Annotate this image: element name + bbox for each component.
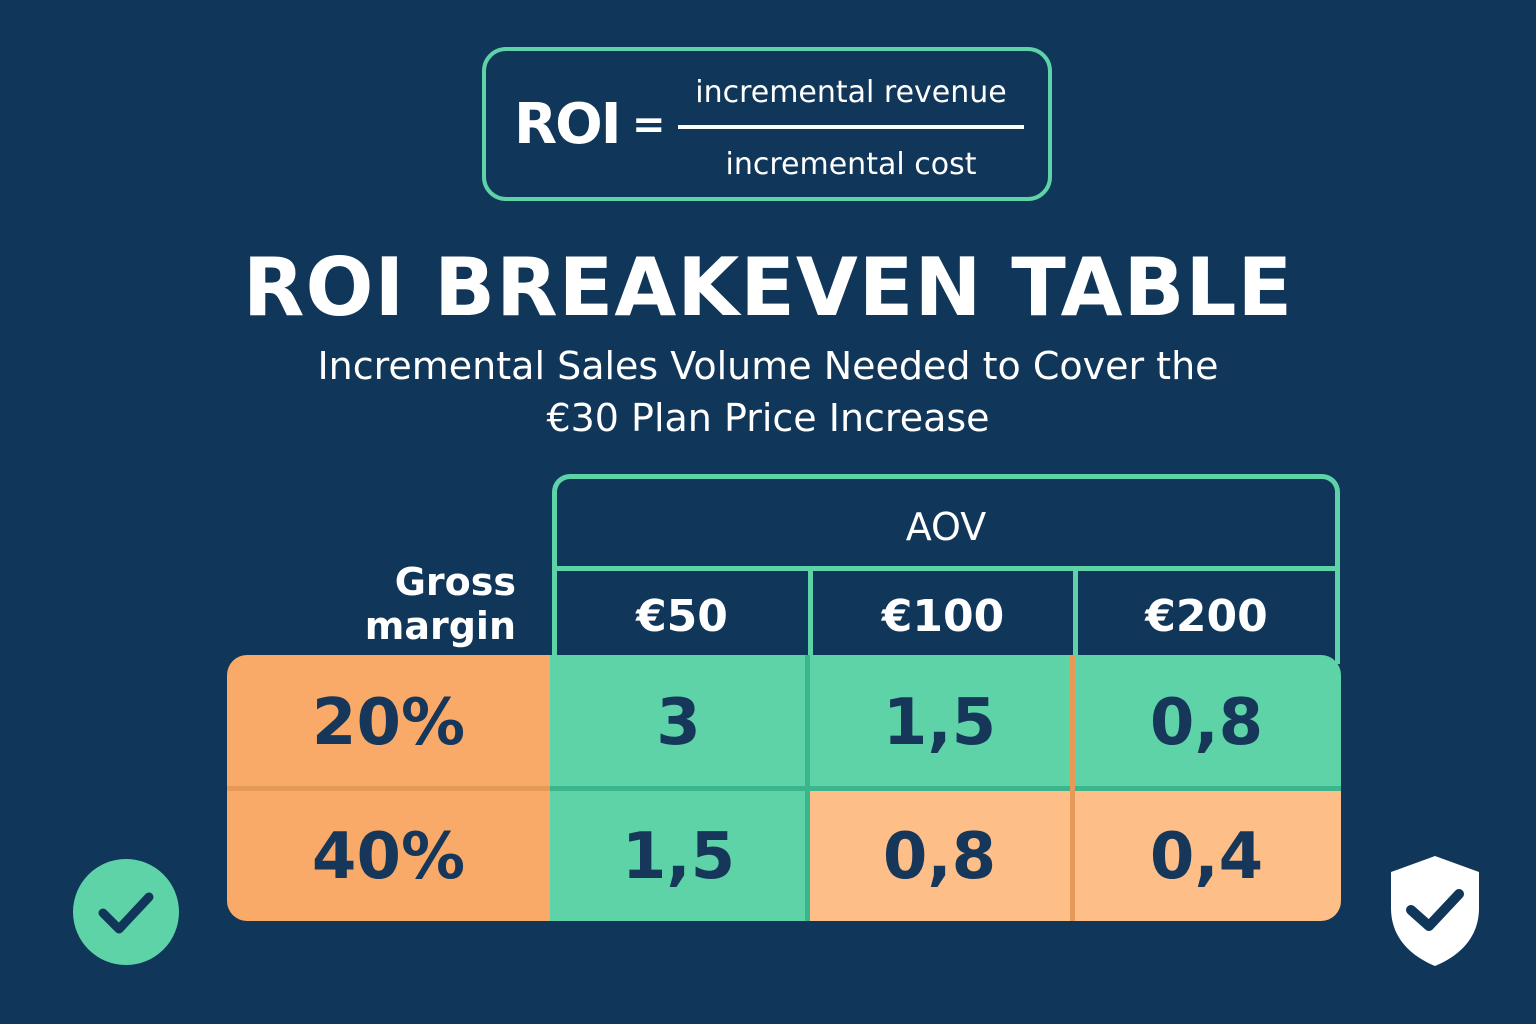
shield-check-icon	[1387, 852, 1483, 974]
gross-margin-label-line: margin	[364, 604, 516, 648]
formula-equals: =	[632, 102, 666, 148]
check-circle-icon	[73, 859, 179, 965]
subtitle-line-1: Incremental Sales Volume Needed to Cover…	[317, 344, 1219, 388]
cell-40-200: 0,4	[1072, 791, 1341, 921]
page-subtitle: Incremental Sales Volume Needed to Cover…	[240, 340, 1296, 444]
row-divider-margin	[227, 786, 550, 791]
aov-header: AOV €50 €100 €200	[552, 474, 1340, 664]
subtitle-line-2: €30 Plan Price Increase	[546, 396, 990, 440]
roi-formula-box: ROI = incremental revenue incremental co…	[482, 47, 1052, 201]
cell-20-100: 1,5	[807, 655, 1072, 786]
formula-lhs: ROI	[514, 92, 622, 157]
cell-40-50: 1,5	[550, 791, 807, 921]
column-header-50: €50	[636, 591, 728, 642]
formula-numerator: incremental revenue	[695, 75, 1007, 110]
row-label-40: 40%	[227, 791, 550, 921]
fraction-bar	[678, 125, 1024, 129]
aov-divider	[557, 566, 1335, 571]
column-divider	[1070, 655, 1075, 921]
row-label-20: 20%	[227, 655, 550, 786]
gross-margin-label: Gross margin	[330, 560, 516, 648]
formula-fraction: incremental revenue incremental cost	[678, 73, 1024, 185]
formula-denominator: incremental cost	[725, 147, 977, 182]
column-header-200: €200	[1145, 591, 1268, 642]
cell-20-200: 0,8	[1072, 655, 1341, 786]
cell-40-100: 0,8	[807, 791, 1072, 921]
column-separator	[1073, 571, 1078, 663]
aov-label: AOV	[905, 505, 987, 549]
column-header-100: €100	[881, 591, 1005, 642]
column-divider	[805, 655, 810, 921]
page-title: ROI BREAKEVEN TABLE	[242, 241, 1294, 334]
cell-20-50: 3	[550, 655, 807, 786]
column-separator	[808, 571, 813, 663]
gross-margin-label-line: Gross	[394, 560, 516, 604]
row-divider-values	[550, 786, 1341, 791]
breakeven-grid: 20% 3 1,5 0,8 40% 1,5 0,8 0,4	[227, 655, 1341, 921]
